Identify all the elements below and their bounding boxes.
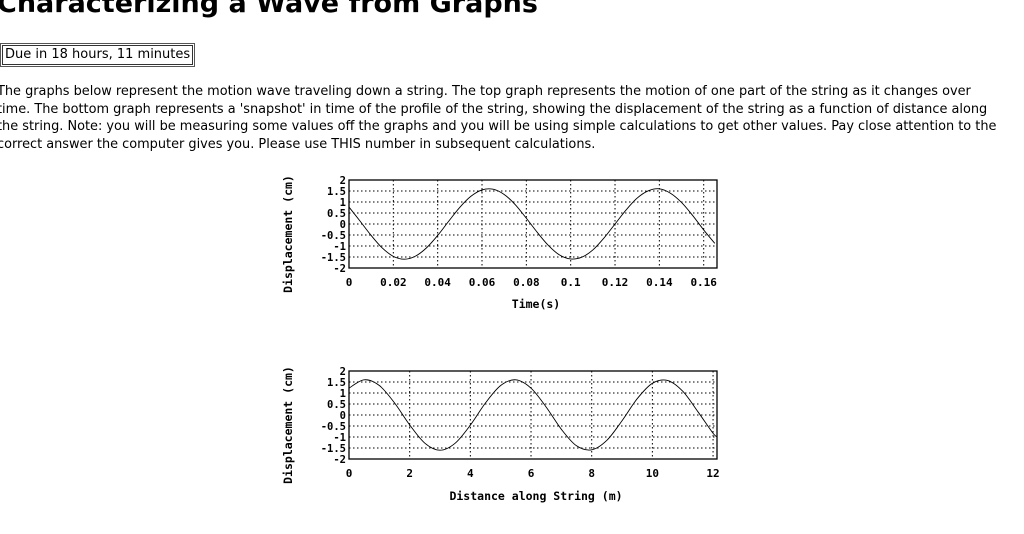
y-tick-label: 2 [340, 366, 346, 378]
y-tick-label: -0.5 [321, 230, 346, 242]
x-tick-label: 6 [528, 467, 535, 480]
page-title: Characterizing a Wave from Graphs [0, 0, 538, 19]
y-tick-label: -1.5 [321, 443, 346, 455]
x-tick-label: 10 [646, 467, 659, 480]
y-tick-label: 0 [340, 219, 346, 231]
y-tick-label: 0.5 [327, 399, 346, 411]
y-tick-label: -2 [333, 454, 346, 466]
y-tick-label: 0.5 [327, 208, 346, 220]
x-tick-label: 0.08 [513, 276, 540, 289]
y-tick-label: -1.5 [321, 252, 346, 264]
x-tick-label: 8 [588, 467, 595, 480]
x-tick-label: 0.12 [602, 276, 629, 289]
x-tick-label: 0.06 [469, 276, 496, 289]
wave-series-line [348, 188, 716, 260]
plot-frame [348, 370, 718, 460]
y-tick-label: -0.5 [321, 421, 346, 433]
x-tick-label: 4 [467, 467, 474, 480]
y-tick-label: -1 [333, 432, 346, 444]
x-tick-label: 0 [346, 276, 353, 289]
x-tick-label: 0.16 [690, 276, 717, 289]
wave-series-line [348, 379, 718, 451]
y-axis-label: Displacement (cm) [281, 175, 295, 293]
y-tick-label: 1 [340, 197, 346, 209]
x-tick-label: 12 [706, 467, 719, 480]
y-tick-label: 2 [340, 175, 346, 187]
plot-frame [348, 179, 718, 269]
y-axis-label: Displacement (cm) [281, 366, 295, 484]
y-tick-label: 1 [340, 388, 346, 400]
x-tick-label: 0 [346, 467, 353, 480]
x-tick-label: 2 [406, 467, 413, 480]
x-tick-label: 0.14 [646, 276, 673, 289]
x-axis-label: Time(s) [512, 297, 560, 311]
x-axis-label: Distance along String (m) [449, 489, 622, 503]
y-tick-label: -1 [333, 241, 346, 253]
y-tick-label: 1.5 [327, 377, 346, 389]
x-tick-label: 0.1 [561, 276, 581, 289]
x-tick-label: 0.04 [424, 276, 451, 289]
problem-description: The graphs below represent the motion wa… [0, 84, 997, 152]
due-date-text: Due in 18 hours, 11 minutes [2, 45, 194, 65]
y-tick-label: -2 [333, 263, 346, 275]
x-tick-label: 0.02 [380, 276, 407, 289]
y-tick-label: 0 [340, 410, 346, 422]
due-date-box: Due in 18 hours, 11 minutes [0, 43, 196, 67]
time-chart-group: 21.510.50-0.5-1-1.5-20 0.02 0.04 0.06 0.08 0.… [281, 175, 718, 311]
y-tick-label: 1.5 [327, 186, 346, 198]
